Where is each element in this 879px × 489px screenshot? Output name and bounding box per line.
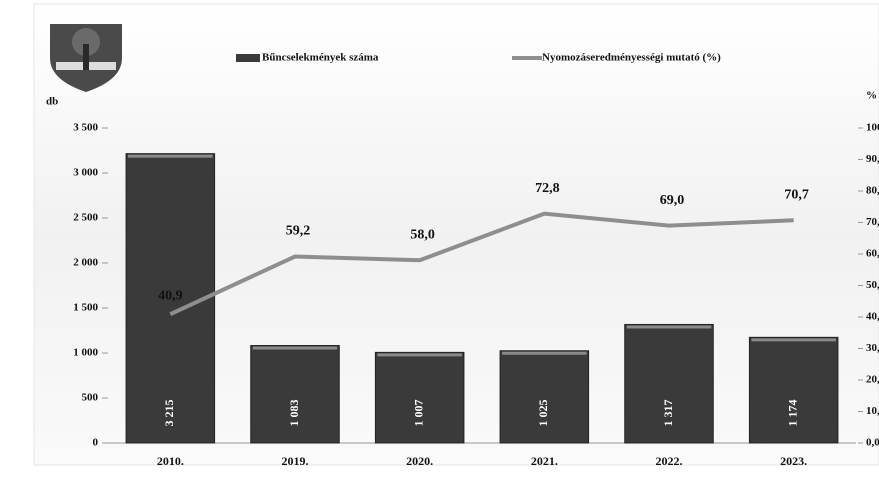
y-tick-label: 1 500 [73, 302, 98, 314]
bar-value-label: 1 317 [661, 400, 675, 427]
line-value-label: 69,0 [660, 193, 685, 208]
line-value-label: 72,8 [535, 181, 560, 196]
x-tick-label: 2022. [656, 454, 683, 468]
bar [374, 351, 465, 444]
bar-value-label: 1 083 [287, 400, 301, 427]
y2-tick-label: 30,0 [866, 342, 879, 354]
bar [624, 323, 714, 444]
bar-highlight [502, 351, 587, 355]
bar-highlight [626, 325, 712, 329]
y2-tick-label: 20,0 [866, 374, 879, 386]
y-tick-label: 3 500 [73, 122, 98, 134]
y2-tick-label: 0,0 [866, 437, 879, 449]
line [169, 211, 794, 316]
x-tick-label: 2021. [531, 454, 558, 468]
bar [250, 345, 340, 444]
x-tick-label: 2019. [282, 454, 309, 468]
y-tick-label: 0 [93, 437, 99, 449]
y-tick-label: 1 000 [73, 347, 98, 359]
y2-tick-label: 10,0 [866, 405, 879, 417]
y-tick-label: 500 [82, 392, 99, 404]
legend-label: Nyomozáseredményességi mutató (%) [542, 52, 721, 64]
bar [748, 336, 839, 444]
y2-tick-label: 70,0 [866, 216, 879, 228]
y2-tick-label: 90,0 [866, 153, 879, 165]
x-tick-label: 2010. [157, 454, 184, 468]
y2-tick-label: 80,0 [866, 185, 879, 197]
y2-tick-label: 40,0 [866, 311, 879, 323]
bar-highlight [751, 338, 836, 342]
bar-value-label: 1 174 [785, 400, 799, 427]
line-value-label: 70,7 [784, 188, 809, 203]
y-tick-label: 3 000 [73, 167, 98, 179]
y2-tick-label: 50,0 [866, 279, 879, 291]
line-value-label: 40,9 [158, 288, 183, 303]
logo [50, 24, 122, 92]
line-value-label: 59,2 [286, 224, 311, 239]
bar-highlight [377, 353, 462, 357]
y2-tick-label: 100,0 [866, 122, 879, 134]
bar-value-label: 1 025 [536, 400, 550, 427]
y2-tick-label: 60,0 [866, 248, 879, 260]
y-tick-label: 2 500 [73, 212, 98, 224]
bar-value-label: 1 007 [411, 400, 425, 427]
y-axis-label: db [46, 96, 58, 108]
x-tick-label: 2023. [780, 454, 807, 468]
bar-highlight [128, 154, 213, 158]
bar [499, 350, 590, 444]
bar-value-label: 3 215 [162, 400, 176, 427]
legend-swatch [236, 54, 260, 62]
x-tick-label: 2020. [406, 454, 433, 468]
y-tick-label: 2 000 [73, 257, 98, 269]
y2-axis-label: % [866, 90, 877, 102]
line-value-label: 58,0 [410, 228, 435, 243]
legend-label: Bűncselekmények száma [262, 52, 379, 64]
bar-highlight [252, 346, 338, 350]
